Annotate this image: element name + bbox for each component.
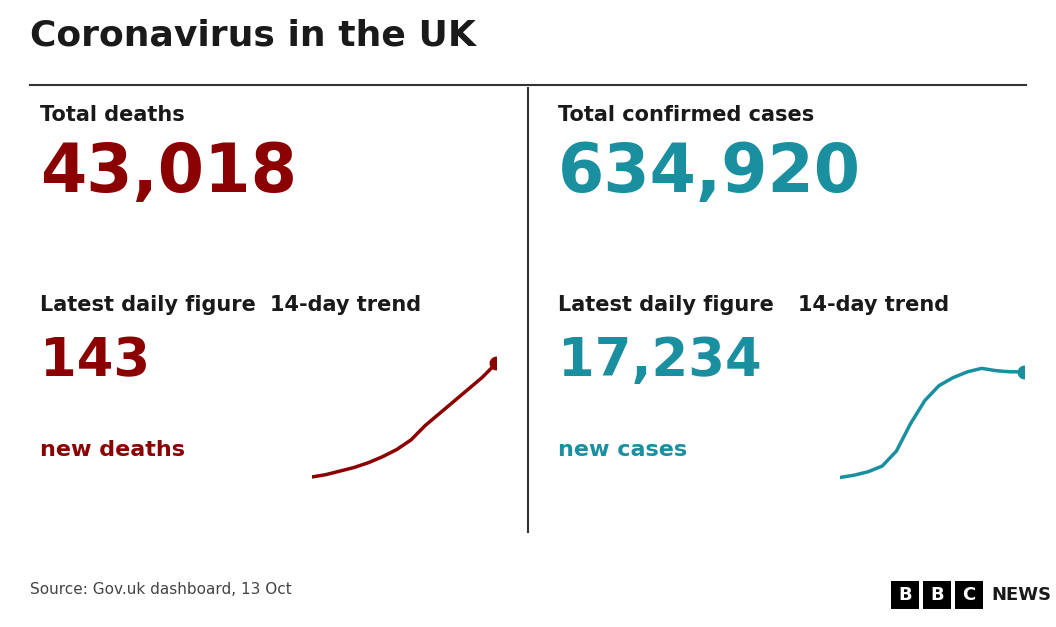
Bar: [955, 581, 983, 609]
Text: Latest daily figure: Latest daily figure: [40, 295, 256, 315]
Text: B: B: [930, 586, 944, 604]
Text: Source: Gov.uk dashboard, 13 Oct: Source: Gov.uk dashboard, 13 Oct: [30, 582, 291, 597]
Text: 43,018: 43,018: [40, 140, 297, 206]
Text: new deaths: new deaths: [40, 440, 185, 460]
Text: C: C: [962, 586, 976, 604]
Text: 634,920: 634,920: [558, 140, 861, 206]
Text: Latest daily figure: Latest daily figure: [558, 295, 774, 315]
Text: NEWS: NEWS: [991, 586, 1051, 604]
Text: Coronavirus in the UK: Coronavirus in the UK: [30, 18, 476, 52]
Text: Total confirmed cases: Total confirmed cases: [558, 105, 814, 125]
Text: new cases: new cases: [558, 440, 687, 460]
Bar: [891, 581, 919, 609]
Text: 14-day trend: 14-day trend: [798, 295, 949, 315]
Text: 17,234: 17,234: [558, 335, 761, 387]
Bar: [923, 581, 951, 609]
Text: B: B: [899, 586, 911, 604]
Text: 143: 143: [40, 335, 150, 387]
Text: 14-day trend: 14-day trend: [270, 295, 421, 315]
Text: Total deaths: Total deaths: [40, 105, 185, 125]
